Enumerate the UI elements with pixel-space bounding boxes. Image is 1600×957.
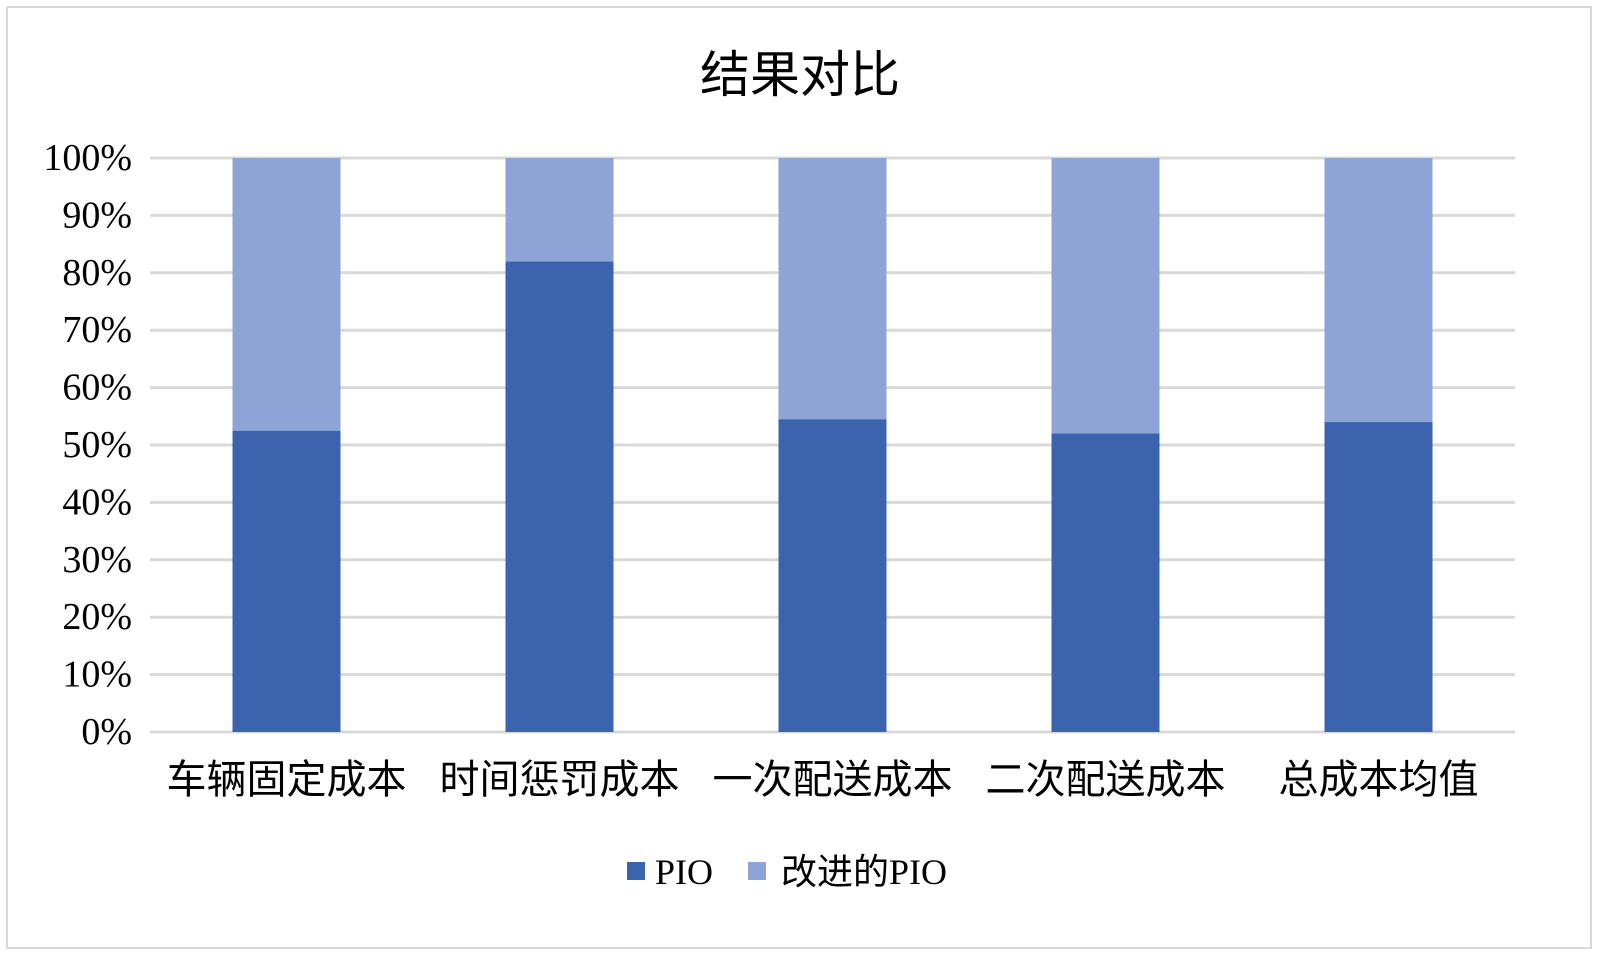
legend-swatch xyxy=(627,862,645,880)
chart-title: 结果对比 xyxy=(700,47,900,103)
y-tick-label: 10% xyxy=(62,654,132,696)
y-tick-label: 60% xyxy=(62,367,132,409)
y-tick-label: 100% xyxy=(43,137,132,179)
x-category-label: 时间惩罚成本 xyxy=(440,757,680,802)
bar-segment-improved-pio xyxy=(1324,158,1433,423)
bar-segment-pio xyxy=(1051,433,1160,732)
x-axis-category-labels: 车辆固定成本 时间惩罚成本 一次配送成本 二次配送成本 总成本均值 xyxy=(167,757,1479,802)
y-tick-label: 40% xyxy=(62,481,132,523)
y-tick-label: 50% xyxy=(62,424,132,466)
bar-segment-pio xyxy=(1324,422,1433,732)
bar-segment-improved-pio xyxy=(1051,158,1160,434)
x-category-label: 总成本均值 xyxy=(1279,757,1479,802)
y-tick-label: 70% xyxy=(62,309,132,351)
legend: PIO 改进的PIO xyxy=(627,852,947,892)
bar-segment-pio xyxy=(778,419,887,732)
x-category-label: 车辆固定成本 xyxy=(167,757,407,802)
legend-label: PIO xyxy=(655,852,713,892)
y-tick-label: 0% xyxy=(81,711,132,753)
bar-segment-improved-pio xyxy=(232,158,341,431)
y-tick-label: 80% xyxy=(62,252,132,294)
y-tick-label: 20% xyxy=(62,596,132,638)
y-tick-label: 90% xyxy=(62,194,132,236)
y-axis-tick-labels: 0% 10% 20% 30% 40% 50% 60% 70% 80% 90% 100% xyxy=(43,137,132,753)
x-category-label: 二次配送成本 xyxy=(986,757,1226,802)
bar-segment-pio xyxy=(505,261,614,732)
y-tick-label: 30% xyxy=(62,539,132,581)
legend-swatch xyxy=(748,862,766,880)
x-category-label: 一次配送成本 xyxy=(713,757,953,802)
bar-segment-improved-pio xyxy=(505,158,614,262)
bar-segment-pio xyxy=(232,430,341,732)
bars xyxy=(232,158,1433,732)
legend-label: 改进的PIO xyxy=(781,852,947,892)
bar-segment-improved-pio xyxy=(778,158,887,420)
